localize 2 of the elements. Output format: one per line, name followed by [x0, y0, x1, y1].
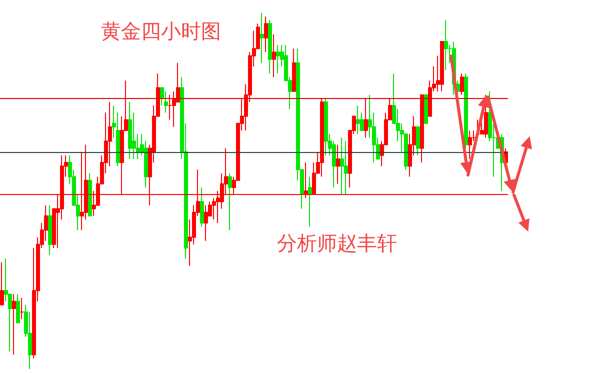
chart-title: 黄金四小时图: [101, 19, 221, 43]
annotation: 分析师赵丰轩: [277, 231, 397, 255]
